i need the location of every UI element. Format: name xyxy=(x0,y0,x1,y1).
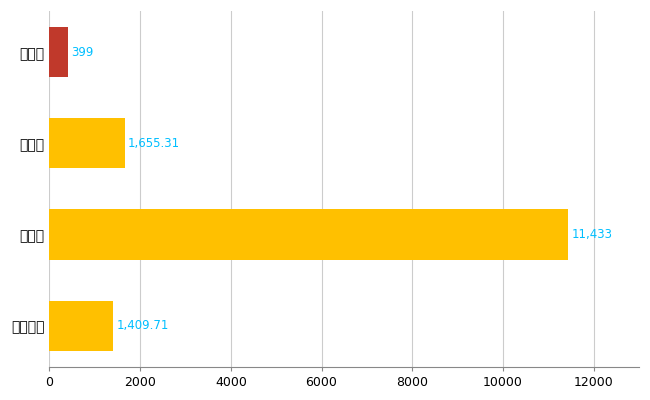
Text: 1,409.71: 1,409.71 xyxy=(117,319,170,332)
Bar xyxy=(49,300,113,351)
Text: 399: 399 xyxy=(72,46,94,59)
Bar xyxy=(49,118,125,168)
Text: 11,433: 11,433 xyxy=(571,228,612,241)
Text: 1,655.31: 1,655.31 xyxy=(128,137,180,150)
Bar xyxy=(49,210,568,260)
Bar xyxy=(49,27,68,77)
